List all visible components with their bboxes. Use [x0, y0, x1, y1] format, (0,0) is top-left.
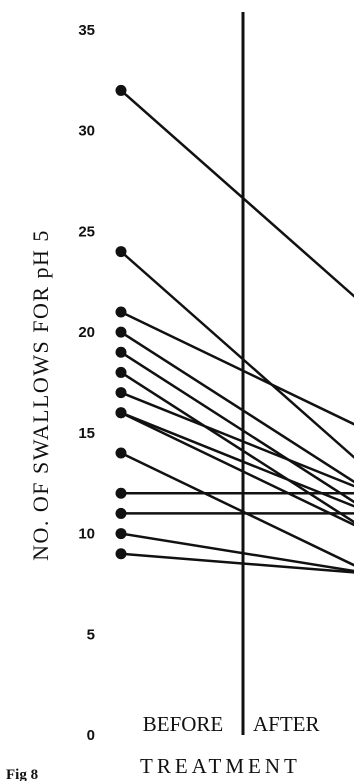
before-point-12	[115, 507, 127, 519]
y-tick-label: 25	[78, 223, 95, 240]
before-point-6	[115, 366, 127, 378]
x-axis-title: TREATMENT	[140, 754, 301, 778]
before-point-11	[115, 487, 127, 499]
y-tick-label: 30	[78, 123, 95, 140]
x-category-before: BEFORE	[143, 712, 224, 736]
before-point-1	[115, 84, 127, 96]
series-lines	[115, 84, 354, 574]
before-point-2	[115, 246, 127, 258]
series-line-4	[120, 331, 354, 484]
x-category-after: AFTER	[253, 712, 320, 736]
figure-label: Fig 8	[6, 767, 38, 781]
before-point-5	[115, 346, 127, 358]
y-tick-label: 0	[87, 727, 95, 744]
series-line-7	[120, 391, 354, 488]
y-tick-label: 15	[78, 425, 95, 442]
before-point-3	[115, 306, 127, 318]
series-line-9	[120, 411, 354, 508]
y-tick-label: 20	[78, 324, 95, 341]
before-point-10	[115, 447, 127, 459]
series-line-5	[120, 351, 354, 504]
before-point-13	[115, 528, 127, 540]
series-line-13	[120, 532, 354, 573]
before-point-14	[115, 548, 127, 560]
series-line-14	[120, 552, 354, 574]
before-point-7	[115, 387, 127, 399]
series-line-3	[120, 310, 354, 426]
y-tick-label: 35	[78, 22, 95, 39]
y-axis-label: NO. OF SWALLOWS FOR pH 5	[28, 229, 53, 561]
y-axis-ticks: 0 5 10 15 20 25 30 35	[78, 22, 95, 744]
series-line-6	[120, 371, 354, 524]
y-tick-label: 10	[78, 526, 95, 543]
series-line-1	[120, 89, 354, 298]
y-tick-label: 5	[87, 626, 95, 643]
series-line-2	[120, 250, 354, 459]
before-point-9	[115, 407, 127, 419]
before-point-4	[115, 326, 127, 338]
